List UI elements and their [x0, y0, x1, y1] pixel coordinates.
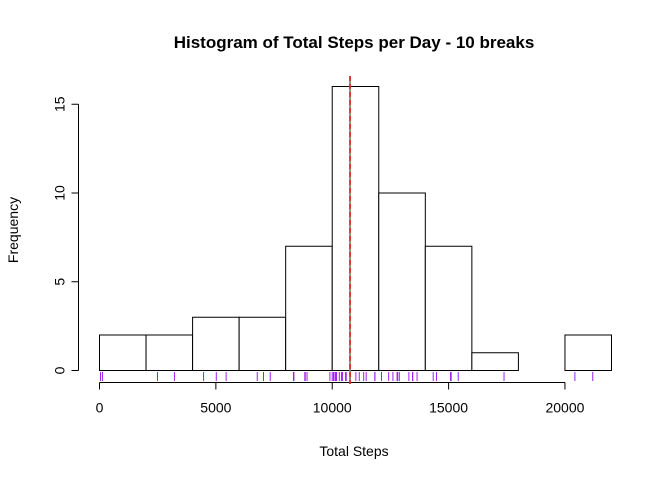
- y-axis-label: Frequency: [5, 197, 21, 263]
- bars-group: [99, 86, 612, 371]
- histogram-bar-6: [378, 192, 426, 371]
- rug-group: [99, 372, 594, 381]
- histogram-bar-4: [285, 245, 333, 371]
- y-tick-label-3: 15: [52, 96, 68, 112]
- histogram-bar-0: [99, 334, 147, 371]
- y-tick-label-1: 5: [52, 278, 68, 286]
- x-tick-label-3: 15000: [429, 400, 468, 416]
- histogram-bar-7: [424, 245, 473, 371]
- x-axis: 0 5000 10000 15000 20000: [96, 382, 585, 416]
- histogram-bar-5: [331, 86, 380, 371]
- histogram-bar-8: [471, 352, 519, 371]
- x-tick-label-2: 10000: [313, 400, 352, 416]
- histogram-bar-2: [192, 316, 240, 371]
- y-axis: 0 5 10 15: [52, 96, 79, 374]
- x-tick-label-0: 0: [96, 400, 104, 416]
- y-tick-label-0: 0: [52, 366, 68, 374]
- x-axis-label: Total Steps: [319, 443, 388, 459]
- histogram-bar-10: [564, 334, 612, 371]
- chart-title: Histogram of Total Steps per Day - 10 br…: [174, 33, 535, 52]
- histogram-bar-1: [145, 334, 194, 371]
- y-tick-label-2: 10: [52, 185, 68, 201]
- x-tick-label-1: 5000: [200, 400, 231, 416]
- x-tick-label-4: 20000: [545, 400, 584, 416]
- histogram-bar-3: [238, 316, 287, 371]
